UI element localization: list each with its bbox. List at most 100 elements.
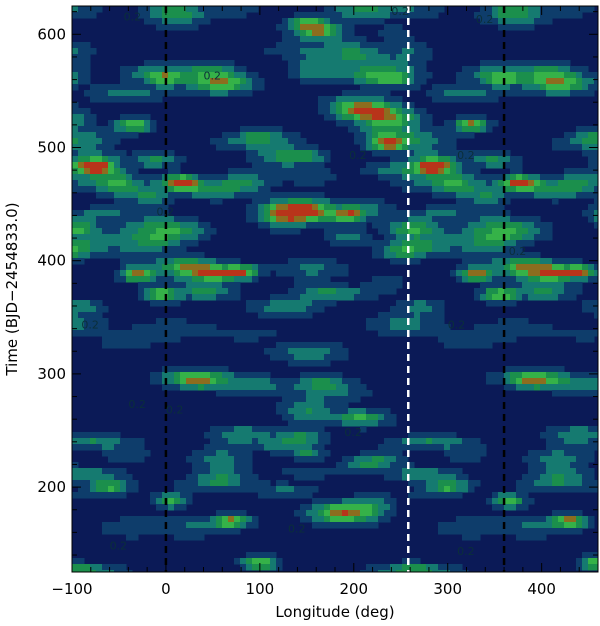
contour-cell [180, 240, 199, 247]
contour-cell [342, 90, 391, 97]
contour-cell [342, 30, 355, 37]
contour-cell [594, 222, 598, 229]
contour-cell [168, 180, 175, 187]
contour-cell [372, 120, 403, 127]
contour-cell [102, 336, 181, 343]
contour-cell [552, 390, 598, 397]
contour-cell [216, 378, 229, 385]
contour-cell [288, 348, 331, 355]
contour-label: 0.2 [457, 149, 475, 162]
contour-cell [186, 84, 199, 91]
contour-cell [432, 192, 457, 199]
contour-cell [462, 228, 475, 235]
contour-cell [324, 24, 331, 31]
contour-cell [342, 114, 355, 121]
contour-cell [72, 444, 103, 451]
contour-cell [120, 486, 127, 493]
contour-cell [384, 498, 397, 505]
contour-cell [336, 30, 343, 37]
contour-cell [120, 78, 145, 85]
contour-cell [582, 306, 598, 313]
contour-cell [168, 72, 181, 79]
contour-cell [72, 66, 91, 73]
contour-cell [192, 294, 217, 301]
contour-cell [318, 216, 337, 223]
contour-cell [180, 222, 199, 229]
contour-cell [498, 492, 517, 499]
x-tick-label: 100 [246, 580, 275, 598]
contour-cell [324, 6, 337, 13]
contour-cell [216, 390, 307, 397]
contour-cell [288, 18, 295, 25]
contour-cell [534, 234, 553, 241]
contour-cell [150, 72, 163, 79]
contour-cell [72, 246, 79, 253]
contour-cell [300, 516, 313, 523]
contour-cell [558, 276, 571, 283]
contour-cell [210, 480, 229, 487]
contour-cell [528, 180, 535, 187]
contour-cell [306, 396, 325, 403]
contour-cell [186, 282, 223, 289]
contour-cell [354, 516, 367, 523]
contour-cell [324, 234, 337, 241]
contour-cell [516, 480, 535, 487]
contour-cell [288, 24, 295, 31]
contour-cell [204, 432, 223, 439]
contour-cell [276, 558, 283, 565]
contour-cell [300, 66, 361, 73]
contour-cell [150, 300, 181, 307]
contour-cell [114, 270, 121, 277]
contour-cell [534, 180, 541, 187]
contour-cell [498, 18, 535, 25]
contour-cell [252, 264, 259, 271]
contour-cell [210, 426, 235, 433]
contour-cell [156, 84, 175, 91]
contour-cell [522, 234, 535, 241]
contour-cell [378, 312, 415, 319]
contour-cell [132, 150, 175, 157]
contour-cell [222, 132, 241, 139]
contour-cell [198, 270, 247, 277]
contour-cell [546, 90, 571, 97]
contour-cell [576, 456, 595, 463]
contour-cell [288, 216, 295, 223]
contour-cell [150, 288, 157, 295]
contour-cell [366, 318, 391, 325]
contour-cell [534, 66, 559, 73]
contour-cell [258, 492, 313, 499]
contour-cell [426, 168, 439, 175]
contour-cell [516, 288, 535, 295]
contour-cell [534, 18, 553, 25]
contour-cell [126, 264, 163, 271]
contour-cell [492, 228, 517, 235]
contour-cell [426, 156, 439, 163]
contour-cell [354, 492, 391, 499]
contour-cell [306, 306, 325, 313]
contour-cell [180, 264, 211, 271]
contour-cell [90, 168, 103, 175]
contour-cell [354, 108, 385, 115]
contour-cell [378, 144, 385, 151]
contour-cell [138, 12, 151, 19]
contour-cell [258, 186, 271, 193]
contour-cell [426, 564, 439, 571]
contour-cell [72, 570, 97, 572]
contour-cell [174, 378, 181, 385]
contour-cell [432, 306, 445, 313]
contour-cell [276, 150, 313, 157]
contour-cell [354, 414, 367, 421]
contour-cell [276, 216, 289, 223]
contour-label: 0.2 [110, 539, 128, 552]
contour-cell [420, 126, 457, 133]
contour-cell [372, 114, 385, 121]
contour-cell [258, 216, 265, 223]
contour-cell [414, 72, 433, 79]
contour-cell [474, 234, 487, 241]
contour-cell [558, 432, 598, 439]
contour-cell [522, 174, 529, 181]
contour-cell [282, 132, 301, 139]
contour-cell [402, 48, 415, 55]
contour-cell [540, 432, 559, 439]
contour-cell [486, 156, 499, 163]
